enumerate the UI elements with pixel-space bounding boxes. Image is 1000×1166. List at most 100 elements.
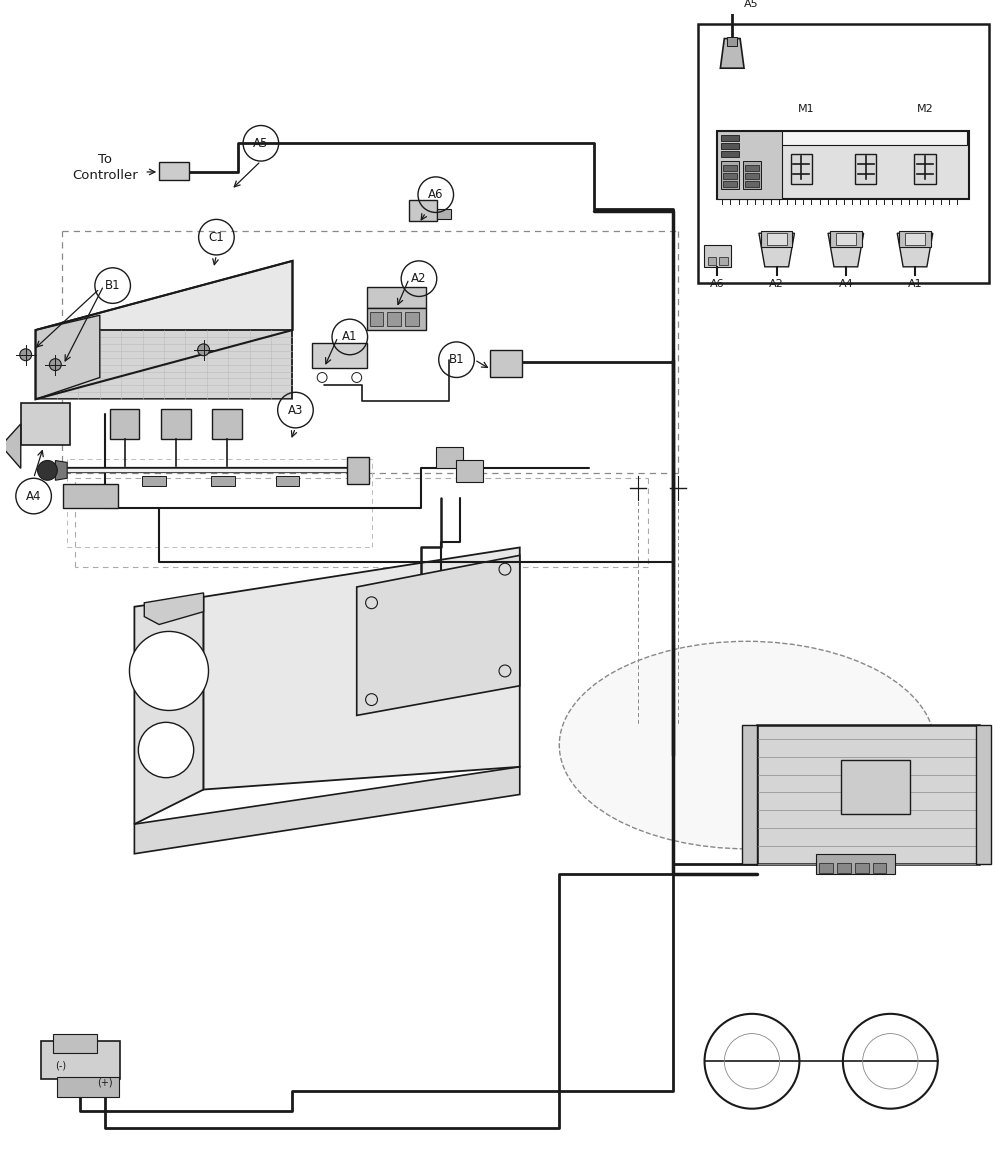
Bar <box>841 760 910 814</box>
Text: A2: A2 <box>769 279 784 289</box>
Bar <box>347 457 369 484</box>
Text: B1: B1 <box>105 279 120 293</box>
Text: A1: A1 <box>342 330 358 344</box>
Bar <box>370 312 383 326</box>
Bar <box>719 257 728 265</box>
Bar <box>717 132 969 198</box>
Bar <box>816 854 895 873</box>
Bar <box>905 233 925 245</box>
Bar <box>367 308 426 330</box>
Bar <box>721 135 739 141</box>
Text: C1: C1 <box>209 231 224 244</box>
Bar <box>436 447 463 469</box>
Bar <box>757 725 979 864</box>
Text: To
Controller: To Controller <box>72 153 138 182</box>
Text: A1: A1 <box>908 279 922 289</box>
Bar <box>767 233 787 245</box>
Bar <box>873 863 886 872</box>
Bar <box>819 863 833 872</box>
Bar <box>212 409 242 438</box>
Text: A5: A5 <box>253 136 269 149</box>
Bar <box>21 403 70 444</box>
Bar <box>456 461 483 483</box>
Polygon shape <box>36 330 292 399</box>
Bar <box>757 132 967 146</box>
Text: A4: A4 <box>26 490 41 503</box>
Circle shape <box>352 373 362 382</box>
Bar <box>855 154 876 184</box>
Circle shape <box>38 461 57 480</box>
Bar <box>387 312 401 326</box>
Bar <box>63 484 118 508</box>
Text: M1: M1 <box>798 104 815 113</box>
Polygon shape <box>759 233 794 267</box>
Bar <box>708 257 716 265</box>
Bar <box>110 409 139 438</box>
Text: A5: A5 <box>744 0 759 9</box>
Circle shape <box>49 359 61 371</box>
Circle shape <box>20 349 32 360</box>
Bar <box>41 1041 120 1079</box>
Polygon shape <box>144 592 204 625</box>
Polygon shape <box>36 261 292 399</box>
Bar <box>745 181 759 187</box>
Bar <box>276 476 299 486</box>
Polygon shape <box>134 597 204 824</box>
Text: A3: A3 <box>288 403 303 416</box>
Bar <box>721 143 739 149</box>
Text: M2: M2 <box>917 104 933 113</box>
Polygon shape <box>897 233 933 267</box>
Polygon shape <box>36 315 100 399</box>
Text: B1: B1 <box>449 353 464 366</box>
Bar <box>723 181 737 187</box>
Bar <box>723 173 737 178</box>
Polygon shape <box>357 555 520 716</box>
Bar <box>53 1033 97 1053</box>
Bar <box>405 312 419 326</box>
Polygon shape <box>134 767 520 854</box>
Text: A6: A6 <box>428 188 444 202</box>
Bar <box>837 863 851 872</box>
Bar <box>159 162 189 180</box>
Bar <box>312 343 367 367</box>
Bar <box>721 161 739 189</box>
Ellipse shape <box>559 641 935 849</box>
Bar <box>899 231 931 247</box>
Bar <box>727 36 737 47</box>
Bar <box>698 23 989 282</box>
Bar <box>743 161 761 189</box>
Bar <box>367 287 426 308</box>
Bar <box>409 199 437 222</box>
Bar <box>721 152 739 157</box>
Bar <box>976 725 991 864</box>
Bar <box>161 409 191 438</box>
Bar <box>914 154 936 184</box>
Bar <box>211 476 235 486</box>
Bar <box>745 166 759 171</box>
Bar <box>723 166 737 171</box>
Bar <box>437 210 451 219</box>
Bar <box>57 1077 119 1097</box>
Polygon shape <box>720 38 744 68</box>
Bar <box>704 245 731 267</box>
Polygon shape <box>828 233 864 267</box>
Circle shape <box>138 722 194 778</box>
Circle shape <box>129 632 209 710</box>
Text: A6: A6 <box>710 279 725 289</box>
Bar <box>717 132 782 198</box>
Bar <box>742 725 757 864</box>
Bar <box>836 233 856 245</box>
Text: A4: A4 <box>838 279 853 289</box>
Text: (+): (+) <box>97 1079 113 1088</box>
Polygon shape <box>55 461 67 480</box>
Bar <box>855 863 869 872</box>
Text: (-): (-) <box>55 1060 66 1070</box>
Circle shape <box>317 373 327 382</box>
Bar <box>791 154 812 184</box>
Bar <box>745 173 759 178</box>
Bar <box>761 231 792 247</box>
Bar <box>490 350 522 378</box>
Text: A2: A2 <box>411 272 427 286</box>
Circle shape <box>198 344 209 356</box>
Bar <box>142 476 166 486</box>
